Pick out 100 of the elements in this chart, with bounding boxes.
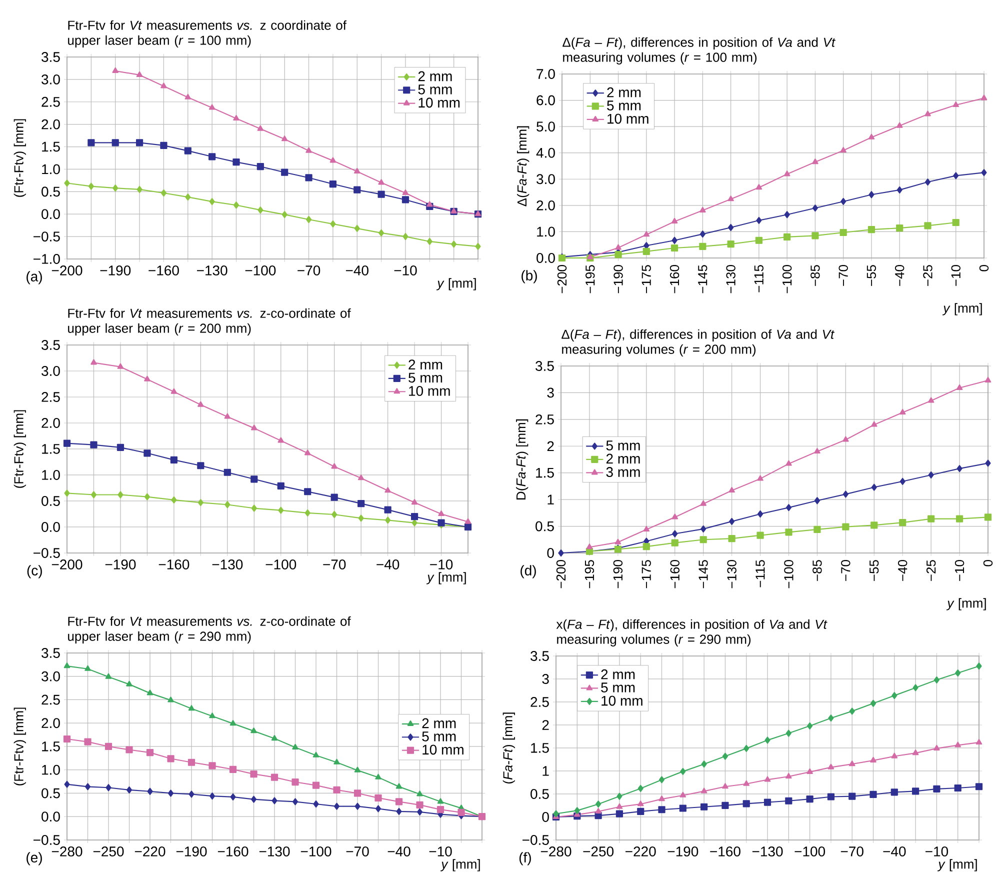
x-tick-label: −190 <box>176 846 207 856</box>
legend-label: 5 mm <box>606 440 640 450</box>
x-tick-label: −25 <box>926 560 936 581</box>
x-axis-title: y [mm] <box>946 598 986 610</box>
y-tick-label: 3.5 <box>42 52 60 62</box>
y-tick-label: −1.0 <box>34 254 60 264</box>
x-tick-label: −10 <box>926 846 948 856</box>
y-tick-label: 2 <box>547 441 554 452</box>
y-axis-title: D(Fa-Ft) [mm] <box>516 419 528 500</box>
chart-title: Δ(Fa – Ft), differences in position of Va and Vt measuring volumes (r = 200 mm) <box>562 329 835 356</box>
y-tick-label: −0.5 <box>522 835 549 845</box>
x-tick-label: −175 <box>642 560 651 588</box>
y-tick-label: 1 <box>542 766 549 776</box>
x-axis-title: y [mm] <box>937 859 977 872</box>
legend-label: 2 mm <box>601 669 635 680</box>
y-tick-label: 3.0 <box>42 74 60 84</box>
x-tick-label: −10 <box>430 560 453 570</box>
legend-label: 10 mm <box>409 386 450 396</box>
x-tick-label: −190 <box>100 266 131 276</box>
chart-title: Ftr-Ftv for Vt measurements vs. z-co-ordinate of upper laser beam (r = 290 mm) <box>68 616 351 644</box>
x-tick-label: −130 <box>212 560 243 570</box>
y-tick-label: 3.5 <box>42 340 60 350</box>
x-axis-title: y [mm] <box>426 572 466 584</box>
legend-label: 5 mm <box>422 732 456 742</box>
y-tick-label: 3.0 <box>42 366 60 376</box>
y-tick-label: 0.5 <box>42 496 60 506</box>
chart-title: x(Fa – Ft), differences in position of Va and Vt measuring volumes (r = 290 mm) <box>556 619 828 646</box>
x-tick-label: −190 <box>668 846 698 856</box>
x-tick-label: −220 <box>134 846 166 856</box>
legend-label: 3 mm <box>606 467 640 477</box>
y-tick-label: 2.0 <box>42 418 60 428</box>
x-tick-label: −100 <box>784 560 794 588</box>
y-tick-label: 1.5 <box>42 742 60 752</box>
x-tick-label: −280 <box>52 846 82 856</box>
x-tick-label: 0 <box>983 560 993 566</box>
x-tick-label: −40 <box>346 266 368 276</box>
x-tick-label: −70 <box>346 846 369 856</box>
y-tick-label: 4.0 <box>536 148 555 158</box>
y-axis-title: (Fa-Ft) [mm] <box>502 712 515 784</box>
x-tick-label: −40 <box>898 560 908 581</box>
chart-title: Δ(Fa – Ft), differences in position of Va and Vt measuring volumes (r = 100 mm) <box>562 37 836 64</box>
x-tick-label: −200 <box>557 265 567 294</box>
y-axis-title: Δ(Fa-Ft) [mm] <box>517 126 530 206</box>
x-tick-label: −130 <box>259 846 290 856</box>
legend-label: 10 mm <box>418 98 460 108</box>
y-tick-label: 3.5 <box>536 361 554 371</box>
y-tick-label: 0 <box>542 812 549 822</box>
y-tick-label: −0.5 <box>34 835 60 845</box>
legend-label: 10 mm <box>422 744 464 755</box>
y-tick-label: 2.0 <box>42 119 60 130</box>
y-tick-label: 1.5 <box>536 468 554 478</box>
x-tick-label: −40 <box>895 265 904 286</box>
y-tick-label: 1 <box>548 494 554 504</box>
x-tick-label: −55 <box>866 265 876 286</box>
x-tick-label: −160 <box>670 265 680 294</box>
x-tick-label: −130 <box>726 265 736 294</box>
y-axis-title: (Ftr-Ftv) [mm] <box>14 708 26 786</box>
x-tick-label: −130 <box>752 846 783 856</box>
x-tick-label: −10 <box>429 846 452 856</box>
y-tick-label: 1.0 <box>42 164 60 174</box>
x-tick-label: −145 <box>698 560 708 588</box>
legend-label: 2 mm <box>418 71 452 82</box>
x-tick-label: −100 <box>245 266 276 276</box>
x-axis-title: y [mm] <box>440 859 480 872</box>
x-tick-label: −70 <box>298 266 320 276</box>
y-tick-label: 2.5 <box>530 697 549 707</box>
x-tick-label: −130 <box>196 266 228 276</box>
x-tick-label: −160 <box>218 846 248 856</box>
y-tick-label: 0.5 <box>42 788 60 798</box>
y-tick-label: −0.5 <box>34 548 60 558</box>
y-tick-label: 7.0 <box>536 69 555 79</box>
y-tick-label: 1.0 <box>537 226 555 237</box>
x-tick-label: −200 <box>556 560 566 588</box>
y-tick-label: 0.5 <box>536 521 554 532</box>
y-tick-label: 0.0 <box>42 812 60 822</box>
y-tick-label: 3.5 <box>530 651 549 661</box>
legend-label: 2 mm <box>606 454 640 464</box>
x-tick-label: −10 <box>954 560 964 581</box>
legend-label: 2 mm <box>607 87 641 98</box>
x-tick-label: −145 <box>698 265 708 294</box>
legend-label: 5 mm <box>408 372 442 383</box>
x-tick-label: −160 <box>148 266 179 276</box>
x-tick-label: −160 <box>710 846 740 856</box>
legend-label: 2 mm <box>422 718 456 728</box>
y-tick-label: 1.5 <box>42 444 60 454</box>
y-tick-label: 5.0 <box>536 122 555 132</box>
x-tick-label: −55 <box>870 560 879 581</box>
y-tick-label: 1.0 <box>42 764 60 775</box>
x-tick-label: −10 <box>394 266 417 276</box>
y-tick-label: 3 <box>547 388 554 398</box>
y-tick-label: 2.0 <box>42 718 60 728</box>
text: (d) <box>520 565 536 578</box>
legend-label: 5 mm <box>601 682 635 692</box>
x-tick-label: −160 <box>158 560 190 570</box>
x-tick-label: −280 <box>540 846 572 856</box>
x-tick-label: −100 <box>300 846 332 856</box>
x-tick-label: −70 <box>841 560 850 581</box>
y-tick-label: 3.0 <box>42 671 60 682</box>
legend-label: 5 mm <box>418 84 452 94</box>
legend-label: 5 mm <box>607 100 641 110</box>
